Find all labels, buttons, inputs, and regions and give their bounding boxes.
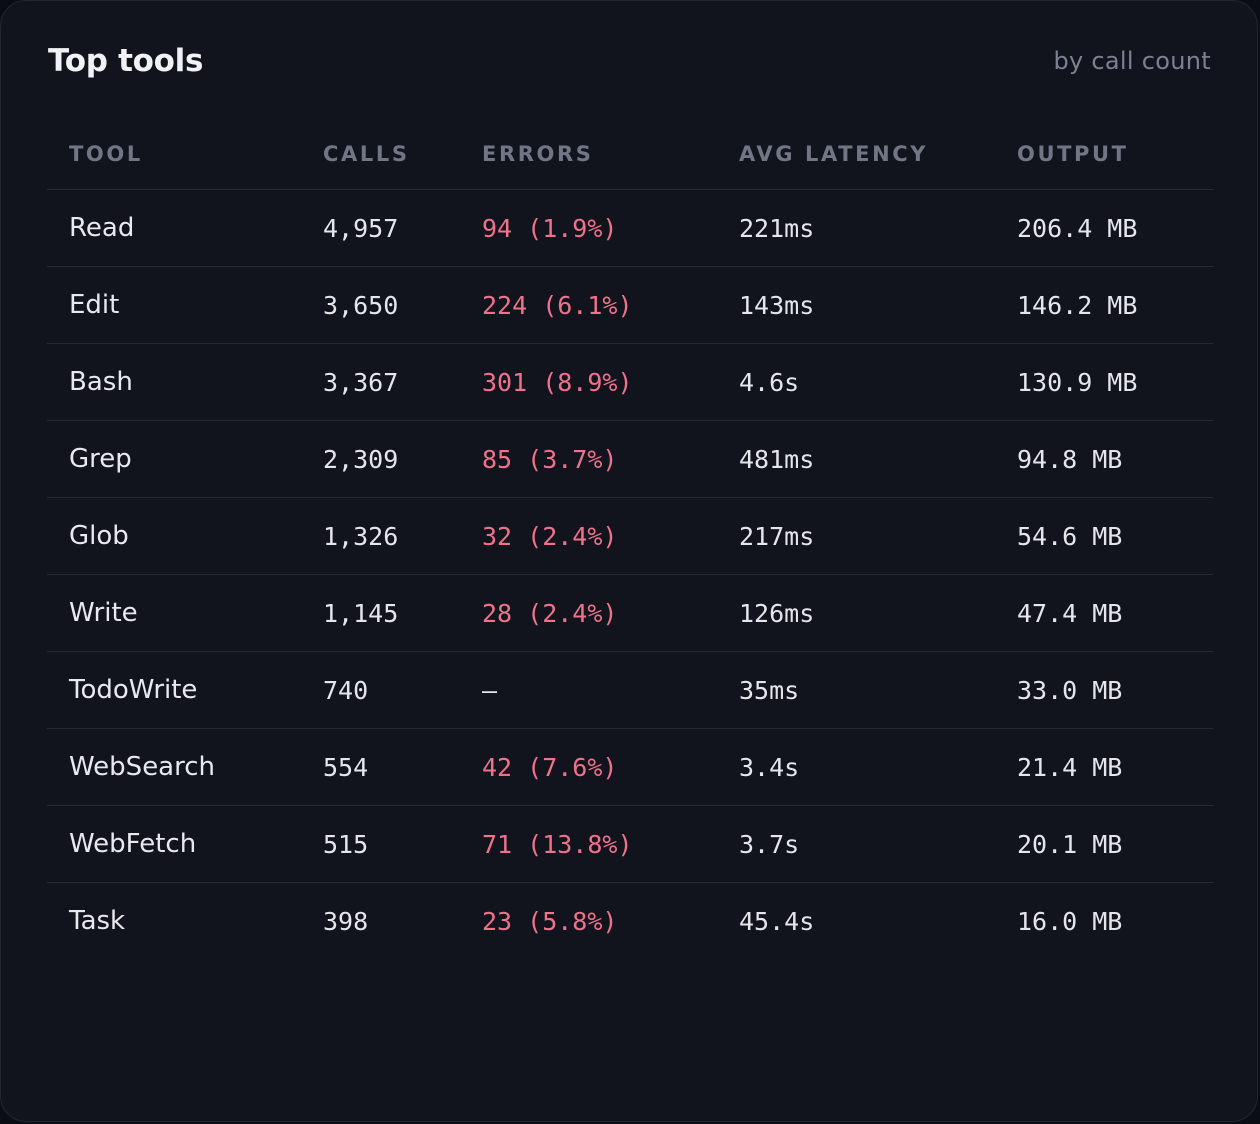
- card-subtitle: by call count: [1053, 47, 1211, 75]
- output-value: 206.4 MB: [1017, 213, 1138, 243]
- calls-value: 515: [323, 829, 369, 859]
- errors-value: 42 (7.6%): [482, 752, 618, 782]
- calls-value: 1,326: [323, 521, 399, 551]
- errors-value: 301 (8.9%): [482, 367, 633, 397]
- tool-name: Edit: [69, 290, 120, 320]
- latency-value: 126ms: [739, 598, 815, 628]
- table-header: TOOL CALLS ERRORS AVG LATENCY OUTPUT: [47, 119, 1213, 190]
- tool-name: WebSearch: [69, 752, 216, 782]
- latency-value: 217ms: [739, 521, 815, 551]
- output-value: 94.8 MB: [1017, 444, 1123, 474]
- calls-value: 554: [323, 752, 369, 782]
- calls-value: 4,957: [323, 213, 399, 243]
- table-row[interactable]: Edit 3,650 224 (6.1%) 143ms 146.2 MB: [47, 267, 1213, 344]
- errors-value: 32 (2.4%): [482, 521, 618, 551]
- tool-name: TodoWrite: [69, 675, 198, 705]
- output-value: 47.4 MB: [1017, 598, 1123, 628]
- errors-value: 224 (6.1%): [482, 290, 633, 320]
- column-header-calls[interactable]: CALLS: [323, 142, 410, 166]
- latency-value: 45.4s: [739, 906, 815, 936]
- tool-name: Glob: [69, 521, 129, 551]
- errors-value: 71 (13.8%): [482, 829, 633, 859]
- calls-value: 3,367: [323, 367, 399, 397]
- table-row[interactable]: WebSearch 554 42 (7.6%) 3.4s 21.4 MB: [47, 729, 1213, 806]
- calls-value: 2,309: [323, 444, 399, 474]
- errors-value: 28 (2.4%): [482, 598, 618, 628]
- column-header-avg-latency[interactable]: AVG LATENCY: [739, 142, 929, 166]
- latency-value: 143ms: [739, 290, 815, 320]
- column-header-errors[interactable]: ERRORS: [482, 142, 594, 166]
- calls-value: 3,650: [323, 290, 399, 320]
- output-value: 146.2 MB: [1017, 290, 1138, 320]
- latency-value: 481ms: [739, 444, 815, 474]
- latency-value: 3.7s: [739, 829, 800, 859]
- table-row[interactable]: Read 4,957 94 (1.9%) 221ms 206.4 MB: [47, 190, 1213, 267]
- errors-value: 94 (1.9%): [482, 213, 618, 243]
- output-value: 130.9 MB: [1017, 367, 1138, 397]
- table-row[interactable]: Write 1,145 28 (2.4%) 126ms 47.4 MB: [47, 575, 1213, 652]
- table-row[interactable]: Task 398 23 (5.8%) 45.4s 16.0 MB: [47, 883, 1213, 959]
- tool-name: Grep: [69, 444, 132, 474]
- latency-value: 221ms: [739, 213, 815, 243]
- errors-value: 85 (3.7%): [482, 444, 618, 474]
- output-value: 21.4 MB: [1017, 752, 1123, 782]
- tools-table: TOOL CALLS ERRORS AVG LATENCY OUTPUT Rea…: [47, 119, 1213, 959]
- errors-value: —: [482, 675, 498, 705]
- table-row[interactable]: Glob 1,326 32 (2.4%) 217ms 54.6 MB: [47, 498, 1213, 575]
- output-value: 16.0 MB: [1017, 906, 1123, 936]
- output-value: 20.1 MB: [1017, 829, 1123, 859]
- table-row[interactable]: Grep 2,309 85 (3.7%) 481ms 94.8 MB: [47, 421, 1213, 498]
- tool-name: Read: [69, 213, 135, 243]
- latency-value: 35ms: [739, 675, 800, 705]
- tool-name: Task: [69, 906, 126, 936]
- table-row[interactable]: WebFetch 515 71 (13.8%) 3.7s 20.1 MB: [47, 806, 1213, 883]
- column-header-output[interactable]: OUTPUT: [1017, 142, 1129, 166]
- table-row[interactable]: TodoWrite 740 — 35ms 33.0 MB: [47, 652, 1213, 729]
- output-value: 33.0 MB: [1017, 675, 1123, 705]
- calls-value: 740: [323, 675, 369, 705]
- tool-name: Bash: [69, 367, 133, 397]
- column-header-tool[interactable]: TOOL: [69, 142, 143, 166]
- tool-name: Write: [69, 598, 138, 628]
- calls-value: 1,145: [323, 598, 399, 628]
- latency-value: 3.4s: [739, 752, 800, 782]
- tool-name: WebFetch: [69, 829, 197, 859]
- output-value: 54.6 MB: [1017, 521, 1123, 551]
- latency-value: 4.6s: [739, 367, 800, 397]
- errors-value: 23 (5.8%): [482, 906, 618, 936]
- card-title: Top tools: [48, 43, 204, 79]
- table-row[interactable]: Bash 3,367 301 (8.9%) 4.6s 130.9 MB: [47, 344, 1213, 421]
- calls-value: 398: [323, 906, 369, 936]
